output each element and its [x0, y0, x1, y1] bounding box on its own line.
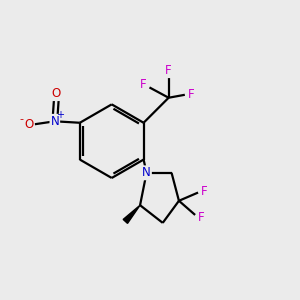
Text: O: O [24, 118, 34, 131]
Text: -: - [20, 114, 23, 124]
Text: F: F [198, 211, 205, 224]
Polygon shape [123, 205, 140, 224]
Text: +: + [56, 110, 64, 120]
Text: F: F [201, 184, 208, 198]
Text: F: F [140, 78, 146, 91]
Text: N: N [142, 166, 151, 179]
Text: N: N [50, 115, 59, 128]
Text: F: F [188, 88, 195, 101]
Text: F: F [165, 64, 172, 77]
Text: O: O [52, 87, 61, 100]
